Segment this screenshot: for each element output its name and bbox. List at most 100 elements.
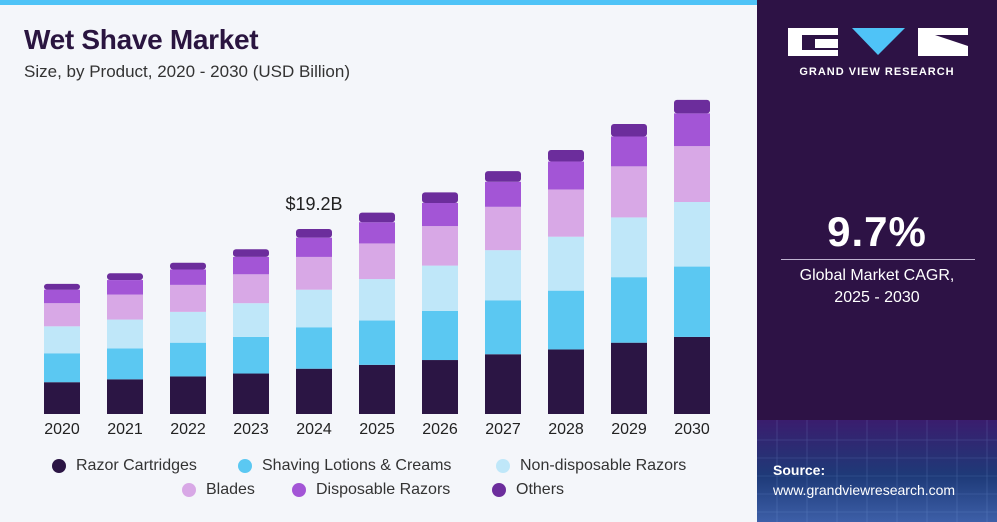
bar-segment-2020-disposable-razors [44, 289, 80, 304]
chart-panel: Wet Shave Market Size, by Product, 2020 … [0, 0, 757, 522]
x-tick-label-2028: 2028 [548, 421, 584, 438]
bar-segment-2020-shaving-lotions-creams [44, 353, 80, 383]
bar-segment-2026-non-disposable-razors [422, 265, 458, 311]
x-tick-label-2020: 2020 [44, 421, 80, 438]
bar-segment-2022-disposable-razors [170, 269, 206, 285]
bar-segment-2025-disposable-razors [359, 222, 395, 244]
bar-segment-2021-others [107, 273, 143, 281]
bar-segment-2023-shaving-lotions-creams [233, 336, 269, 374]
source-url[interactable]: www.grandviewresearch.com [773, 482, 956, 498]
bar-segment-2030-disposable-razors [674, 113, 710, 147]
chart-subtitle: Size, by Product, 2020 - 2030 (USD Billi… [24, 62, 350, 81]
x-tick-label-2027: 2027 [485, 421, 521, 438]
x-tick-label-2026: 2026 [422, 421, 458, 438]
legend-swatch-icon [292, 483, 306, 497]
bar-segment-2026-disposable-razors [422, 202, 458, 227]
legend-swatch-icon [52, 459, 66, 473]
bar-segment-2030-blades [674, 146, 710, 202]
top-accent-bar [0, 0, 757, 5]
legend-item-razor-cartridges: Razor Cartridges [52, 454, 197, 478]
x-tick-label-2024: 2024 [296, 421, 332, 438]
bar-segment-2028-razor-cartridges [548, 349, 584, 414]
bar-segment-2021-disposable-razors [107, 280, 143, 295]
bar-segment-2023-others [233, 249, 269, 257]
cagr-label: Global Market CAGR, [799, 267, 955, 284]
bar-segment-2029-disposable-razors [611, 136, 647, 167]
bar-segment-2024-non-disposable-razors [296, 289, 332, 328]
footer-background [757, 420, 997, 522]
legend-swatch-icon [238, 459, 252, 473]
bar-segment-2030-razor-cartridges [674, 336, 710, 414]
legend-item-others: Others [492, 478, 564, 502]
bar-segment-2026-razor-cartridges [422, 360, 458, 414]
bar-segment-2026-blades [422, 226, 458, 266]
bar-segment-2024-disposable-razors [296, 237, 332, 257]
legend-label: Blades [206, 481, 255, 498]
bar-segment-2025-others [359, 212, 395, 223]
bar-segment-2020-blades [44, 303, 80, 327]
info-side-panel: GRAND VIEW RESEARCH 9.7% Global Market C… [757, 0, 997, 522]
bar-segment-2023-non-disposable-razors [233, 303, 269, 337]
bar-segment-2027-others [485, 171, 521, 182]
bar-segment-2027-razor-cartridges [485, 354, 521, 414]
bar-segment-2025-blades [359, 243, 395, 280]
bar-segment-2020-others [44, 283, 80, 290]
grand-view-research-logo-icon [788, 28, 968, 56]
source-label: Source: [773, 462, 826, 478]
bar-segment-2028-non-disposable-razors [548, 236, 584, 291]
legend-swatch-icon [496, 459, 510, 473]
bar-segment-2030-others [674, 99, 710, 114]
bar-segment-2020-non-disposable-razors [44, 326, 80, 354]
bar-segment-2021-blades [107, 294, 143, 320]
legend-label: Non-disposable Razors [520, 457, 687, 474]
bar-segment-2024-others [296, 228, 332, 238]
bar-segment-2029-non-disposable-razors [611, 217, 647, 278]
bar-segment-2030-non-disposable-razors [674, 202, 710, 267]
bar-segment-2026-shaving-lotions-creams [422, 310, 458, 361]
cagr-period: 2025 - 2030 [834, 289, 920, 306]
x-tick-label-2029: 2029 [611, 421, 647, 438]
bar-segment-2022-razor-cartridges [170, 376, 206, 414]
total-annotation-2024: $19.2B [285, 194, 342, 214]
chart-title: Wet Shave Market [24, 24, 259, 55]
legend-label: Shaving Lotions & Creams [262, 457, 452, 474]
x-tick-label-2021: 2021 [107, 421, 143, 438]
bar-segment-2025-razor-cartridges [359, 364, 395, 414]
bar-segment-2027-disposable-razors [485, 181, 521, 207]
bar-segment-2022-others [170, 262, 206, 270]
legend-item-disposable-razors: Disposable Razors [292, 478, 450, 502]
bar-segment-2028-disposable-razors [548, 161, 584, 190]
bar-segment-2023-razor-cartridges [233, 373, 269, 414]
legend-swatch-icon [492, 483, 506, 497]
bar-segment-2024-shaving-lotions-creams [296, 327, 332, 369]
bar-segment-2022-shaving-lotions-creams [170, 342, 206, 377]
bar-segment-2021-shaving-lotions-creams [107, 348, 143, 380]
bar-segment-2022-blades [170, 284, 206, 312]
bar-segment-2021-non-disposable-razors [107, 319, 143, 349]
bar-segment-2027-shaving-lotions-creams [485, 300, 521, 355]
legend-item-blades: Blades [182, 478, 255, 502]
bar-segment-2029-shaving-lotions-creams [611, 277, 647, 343]
divider [781, 259, 975, 260]
x-tick-label-2030: 2030 [674, 421, 710, 438]
legend-label: Others [516, 481, 565, 498]
bar-segment-2028-others [548, 149, 584, 162]
bar-segment-2024-blades [296, 256, 332, 290]
bar-segment-2021-razor-cartridges [107, 379, 143, 414]
cagr-value: 9.7% [827, 208, 927, 255]
bar-segment-2023-blades [233, 274, 269, 304]
bar-segment-2025-shaving-lotions-creams [359, 320, 395, 365]
bar-segment-2026-others [422, 192, 458, 203]
bar-segment-2028-blades [548, 189, 584, 237]
legend-label: Disposable Razors [316, 481, 451, 498]
bar-segment-2025-non-disposable-razors [359, 279, 395, 321]
x-tick-label-2022: 2022 [170, 421, 206, 438]
bar-segment-2029-blades [611, 166, 647, 218]
legend-label: Razor Cartridges [76, 457, 197, 474]
bar-segment-2027-non-disposable-razors [485, 250, 521, 301]
x-tick-label-2023: 2023 [233, 421, 269, 438]
legend-swatch-icon [182, 483, 196, 497]
bar-segment-2024-razor-cartridges [296, 368, 332, 414]
brand-name: GRAND VIEW RESEARCH [799, 66, 955, 78]
bar-segment-2023-disposable-razors [233, 256, 269, 275]
